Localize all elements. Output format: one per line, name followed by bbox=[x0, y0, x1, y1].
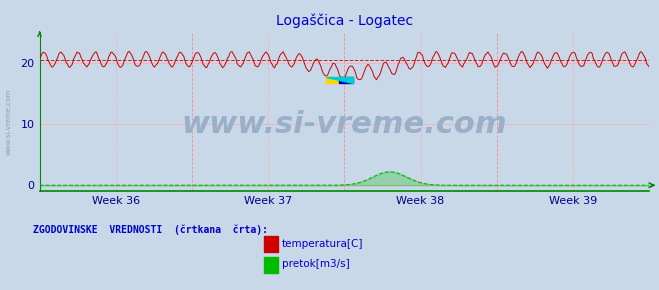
Text: temperatura[C]: temperatura[C] bbox=[282, 239, 364, 249]
Text: ZGODOVINSKE  VREDNOSTI  (črtkana  črta):: ZGODOVINSKE VREDNOSTI (črtkana črta): bbox=[33, 225, 268, 235]
Bar bbox=[326, 77, 339, 83]
Text: pretok[m3/s]: pretok[m3/s] bbox=[282, 259, 350, 269]
Polygon shape bbox=[326, 77, 353, 83]
Text: www.si-vreme.com: www.si-vreme.com bbox=[5, 89, 11, 155]
Title: Logaščica - Logatec: Logaščica - Logatec bbox=[275, 13, 413, 28]
Bar bbox=[339, 77, 353, 83]
Text: www.si-vreme.com: www.si-vreme.com bbox=[181, 110, 507, 139]
